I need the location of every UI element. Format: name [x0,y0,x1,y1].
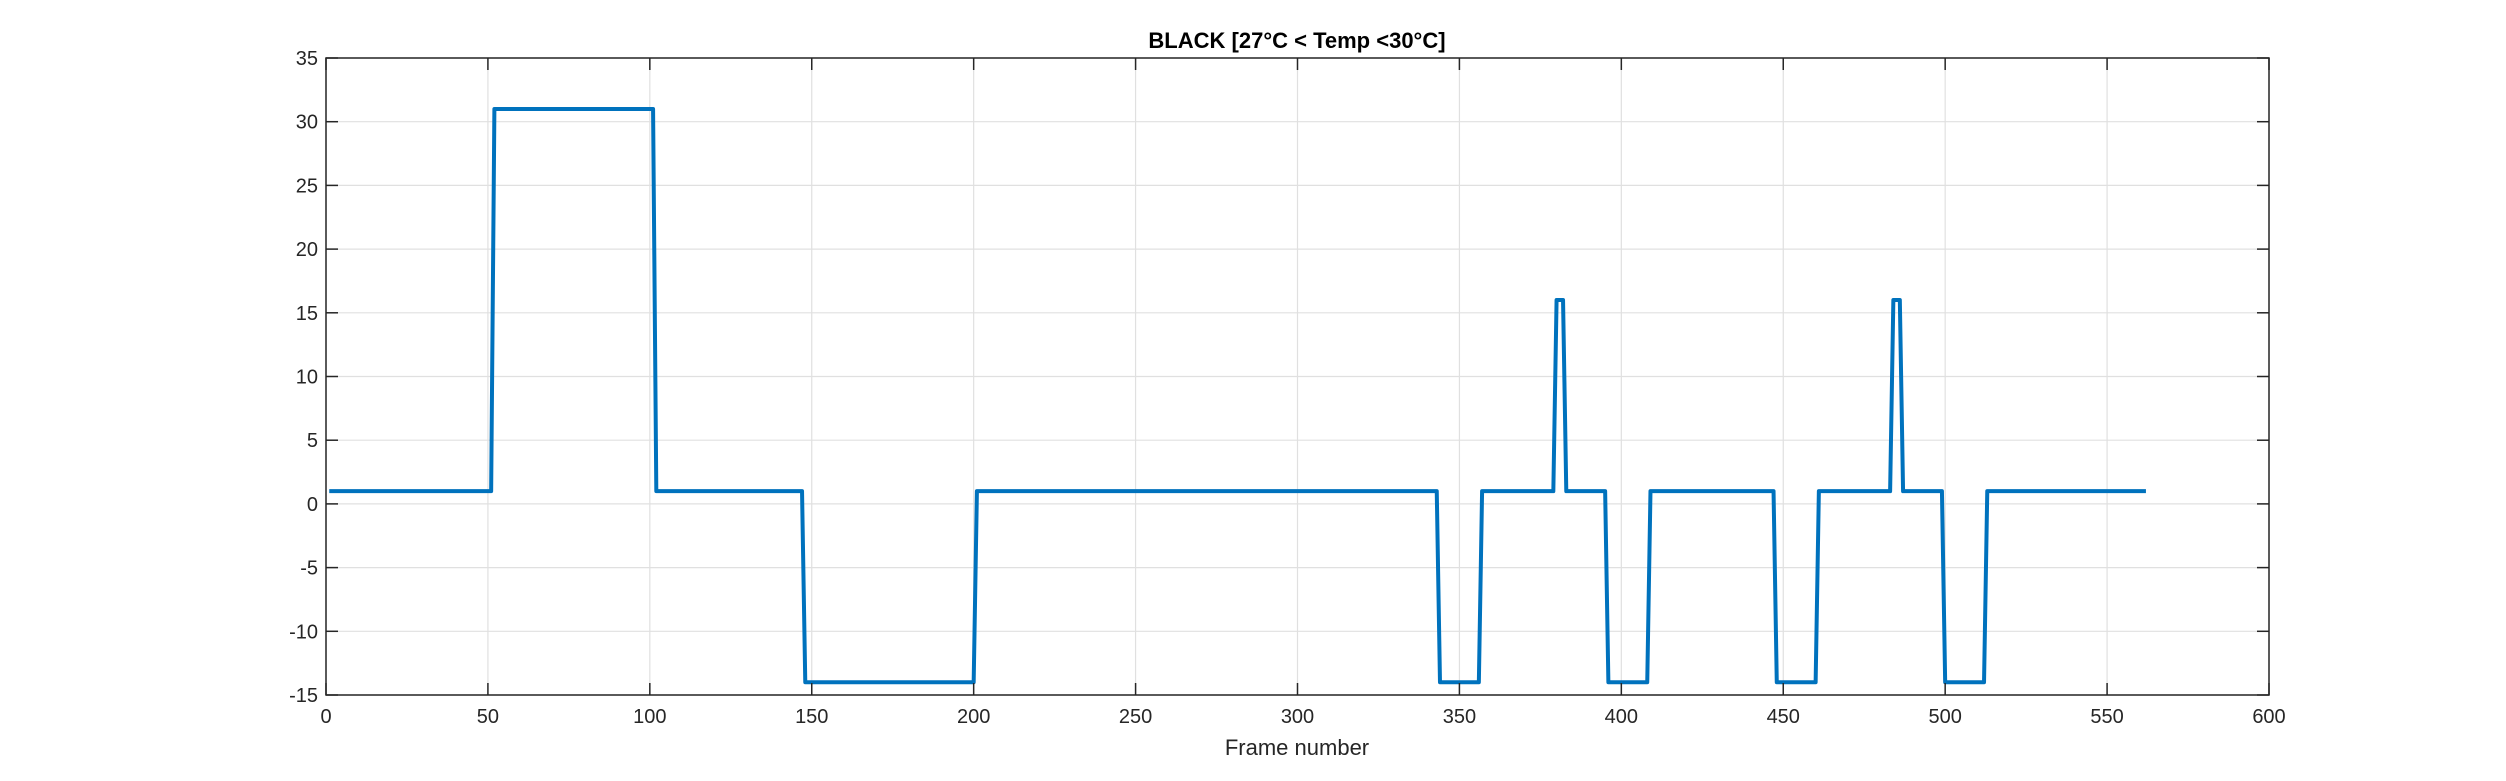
series-group [329,106,2146,685]
x-tick-label: 200 [957,706,990,728]
y-tick-label: 35 [296,48,318,70]
y-tick-label: 25 [296,175,318,197]
y-tick-label: -15 [289,685,318,707]
y-tick-label: -10 [289,621,318,643]
x-tick-label: 600 [2252,706,2285,728]
x-tick-label: 300 [1281,706,1314,728]
x-axis-label: Frame number [1225,735,1369,760]
y-tick-label: 15 [296,303,318,325]
y-tick-label: 5 [307,430,318,452]
chart-title: BLACK [27°C < Temp <30°C] [1148,28,1445,53]
y-tick-label: 10 [296,367,318,389]
y-tick-label: 30 [296,112,318,134]
x-tick-label: 100 [633,706,666,728]
x-tick-label: 0 [320,706,331,728]
x-tick-label: 350 [1443,706,1476,728]
x-tick-label: 50 [477,706,499,728]
x-tick-label: 250 [1119,706,1152,728]
x-tick-label: 150 [795,706,828,728]
y-tick-label: 0 [307,494,318,516]
axes [325,57,2270,696]
x-tick-label: 500 [1928,706,1961,728]
x-tick-label: 450 [1767,706,1800,728]
tick-labels: 0 50 100 150 200 250 300 350 400 450 500 550 600-15-… [289,48,2286,728]
series-line [329,106,2146,685]
x-tick-label: 400 [1605,706,1638,728]
x-tick-label: 550 [2090,706,2123,728]
y-tick-label: 20 [296,239,318,261]
y-tick-label: -5 [300,558,318,580]
